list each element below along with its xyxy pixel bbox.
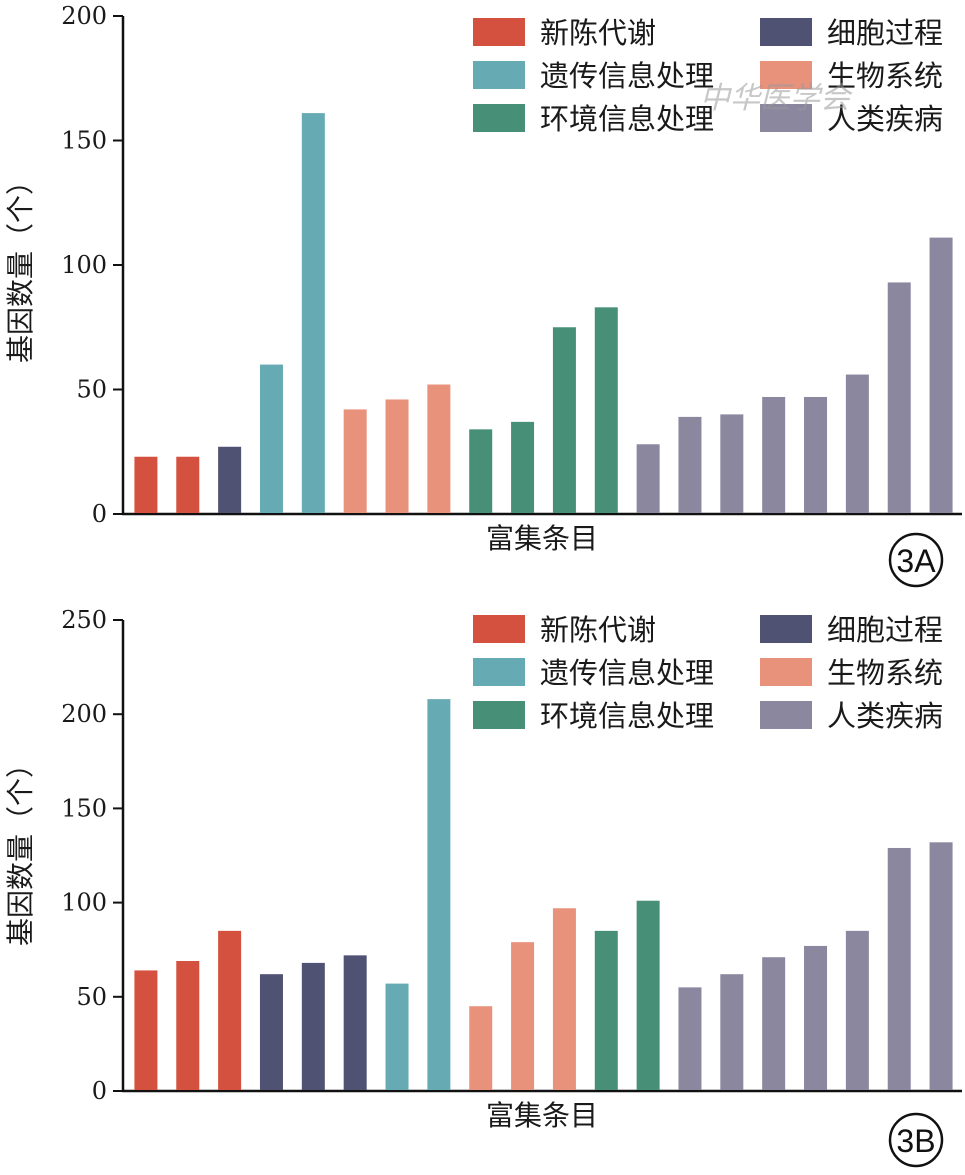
legend-swatch [473, 658, 525, 686]
y-tick-label: 0 [92, 500, 107, 528]
y-tick-label: 150 [61, 794, 107, 822]
legend-label: 遗传信息处理 [540, 59, 714, 93]
bar [134, 456, 158, 513]
bar [218, 446, 242, 513]
legend-swatch [473, 615, 525, 643]
legend-swatch [473, 701, 525, 729]
legend-label: 环境信息处理 [540, 699, 714, 733]
bar [176, 961, 200, 1090]
bar [427, 699, 451, 1090]
bar [552, 327, 576, 513]
y-axis-title: 基因数量（个） [4, 750, 37, 946]
bar [678, 987, 702, 1090]
legend-swatch [473, 61, 525, 89]
bar [845, 930, 869, 1090]
legend-swatch [760, 61, 812, 89]
bar [385, 399, 409, 513]
y-tick-label: 50 [76, 376, 107, 404]
y-tick-label: 200 [61, 2, 107, 30]
bar [176, 456, 200, 513]
legend-swatch [760, 615, 812, 643]
bar [887, 847, 911, 1090]
x-axis-title: 富集条目 [486, 522, 598, 555]
bar [636, 444, 660, 513]
legend-label: 生物系统 [827, 59, 943, 93]
y-tick-label: 0 [92, 1077, 107, 1105]
legend-swatch [760, 658, 812, 686]
y-axis-title: 基因数量（个） [4, 167, 37, 363]
bar [804, 945, 828, 1090]
bar [887, 282, 911, 513]
bar [301, 962, 325, 1090]
bar [762, 957, 786, 1090]
bar [259, 364, 283, 513]
legend-swatch [473, 18, 525, 46]
x-axis-title: 富集条目 [486, 1099, 598, 1132]
bar [720, 414, 744, 513]
y-tick-label: 50 [76, 983, 107, 1011]
legend-label: 生物系统 [827, 656, 943, 690]
bar [427, 384, 451, 513]
legend-label: 细胞过程 [827, 613, 943, 647]
legend-label: 环境信息处理 [540, 102, 714, 136]
y-tick-label: 200 [61, 700, 107, 728]
legend-swatch [760, 104, 812, 132]
chart-panel-3b: 0 50 100 150 200 250 基因数量（个） 富集条目 新陈代谢 细胞过程遗传信息处理… [4, 606, 962, 1168]
bar [469, 429, 493, 513]
panel-label-circle [888, 1112, 944, 1168]
legend-label: 人类疾病 [827, 102, 943, 136]
bar [720, 974, 744, 1090]
legend-label: 细胞过程 [827, 16, 943, 50]
panel-label: 3B [896, 1123, 935, 1159]
y-tick-label: 250 [61, 606, 107, 634]
bar [385, 983, 409, 1090]
bar [218, 930, 242, 1090]
y-tick-label: 150 [61, 127, 107, 155]
bar [259, 974, 283, 1090]
panel-label-circle [888, 532, 944, 588]
legend-label: 新陈代谢 [540, 16, 656, 50]
legend-swatch [473, 104, 525, 132]
bar [552, 908, 576, 1090]
legend-swatch [760, 18, 812, 46]
bar [636, 900, 660, 1090]
legend-label: 人类疾病 [827, 699, 943, 733]
y-tick-label: 100 [61, 251, 107, 279]
bar [678, 416, 702, 513]
bar [469, 1006, 493, 1090]
legend-label: 遗传信息处理 [540, 656, 714, 690]
bar [929, 237, 953, 514]
panel-label: 3A [896, 543, 936, 579]
bar [762, 396, 786, 513]
y-tick-label: 100 [61, 889, 107, 917]
legend-label: 新陈代谢 [540, 613, 656, 647]
bar [343, 409, 367, 513]
bar [929, 842, 953, 1090]
bar [134, 970, 158, 1090]
bar [343, 955, 367, 1090]
bar [845, 374, 869, 513]
bar [594, 930, 618, 1090]
bar [511, 942, 535, 1090]
bar [804, 396, 828, 513]
watermark-text: 中华医学会 [700, 81, 853, 116]
legend-swatch [760, 701, 812, 729]
bar [594, 307, 618, 513]
bar [301, 113, 325, 514]
bar [511, 421, 535, 513]
